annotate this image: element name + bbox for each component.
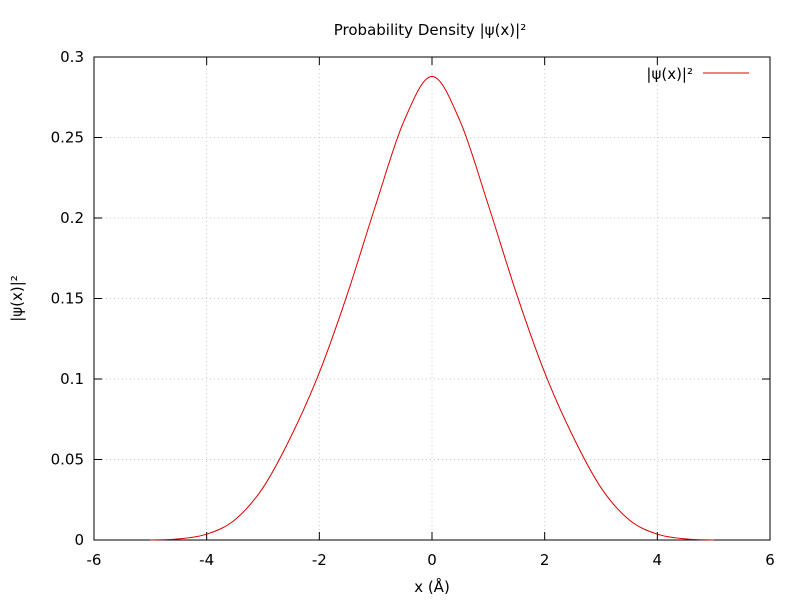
x-tick-label: -4 (199, 551, 214, 569)
chart-title: Probability Density |ψ(x)|² (334, 21, 526, 39)
x-tick-label: 0 (427, 551, 437, 569)
x-tick-label: 6 (765, 551, 775, 569)
y-tick-label: 0.15 (51, 290, 84, 308)
y-tick-label: 0.05 (51, 451, 84, 469)
series-layer (150, 75, 714, 541)
x-tick-label: -6 (87, 551, 102, 569)
y-axis-label: |ψ(x)|² (8, 275, 26, 322)
legend-label: |ψ(x)|² (646, 65, 693, 83)
legend: |ψ(x)|² (646, 65, 749, 83)
x-axis-label: x (Å) (414, 577, 450, 596)
y-tick-label: 0.3 (60, 48, 84, 66)
x-tick-label: 2 (540, 551, 550, 569)
y-tick-label: 0 (74, 531, 84, 549)
axis-ticks: -6 -4 -2 0 2 4 6 0 0.05 0.1 0.15 0.2 0.25 0.3 (51, 48, 775, 569)
y-tick-label: 0.2 (60, 209, 84, 227)
x-tick-label: 4 (653, 551, 663, 569)
x-tick-label: -2 (312, 551, 327, 569)
y-tick-label: 0.25 (51, 129, 84, 147)
grid-lines (94, 57, 770, 540)
y-tick-label: 0.1 (60, 370, 84, 388)
series-line-0 (150, 75, 714, 541)
